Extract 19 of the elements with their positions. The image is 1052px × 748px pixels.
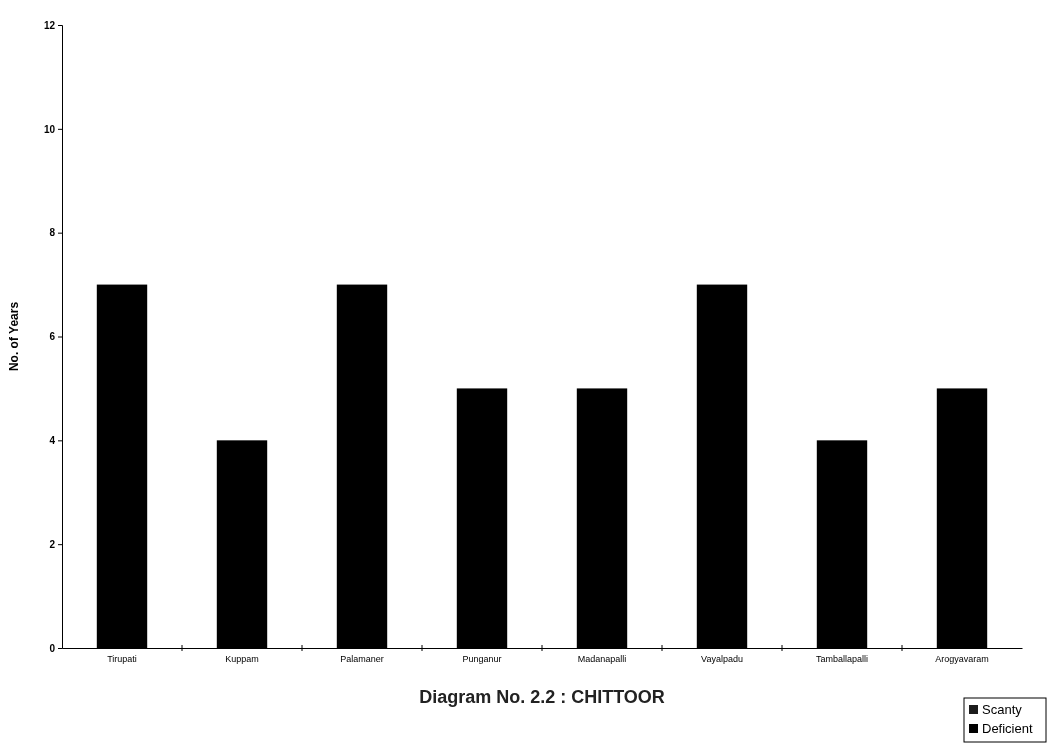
x-tick-label: Punganur: [462, 654, 502, 665]
y-axis-title: No. of Years: [7, 301, 21, 372]
x-axis-title: Diagram No. 2.2 : CHITTOOR: [419, 687, 665, 707]
x-tick-label: Palamaner: [340, 654, 384, 665]
x-tick-label: Vayalpadu: [701, 654, 743, 665]
x-tick-label: Tamballapalli: [815, 654, 869, 665]
x-tick-label: Arogyavaram: [935, 654, 989, 665]
legend-label: Scanty: [982, 702, 1023, 717]
legend-label: Deficient: [982, 721, 1033, 736]
y-tick-label: 0: [49, 642, 56, 654]
y-tick-label: 12: [43, 19, 56, 31]
x-tick-label: Kuppam: [225, 654, 259, 665]
y-tick-label: 6: [49, 331, 56, 343]
y-tick-label: 8: [49, 227, 56, 239]
x-tick-label: Madanapalli: [577, 654, 627, 665]
y-tick-label: 4: [49, 435, 56, 447]
y-tick-label: 2: [49, 538, 56, 550]
x-tick-label: Tirupati: [107, 654, 137, 665]
y-tick-label: 10: [43, 123, 56, 135]
